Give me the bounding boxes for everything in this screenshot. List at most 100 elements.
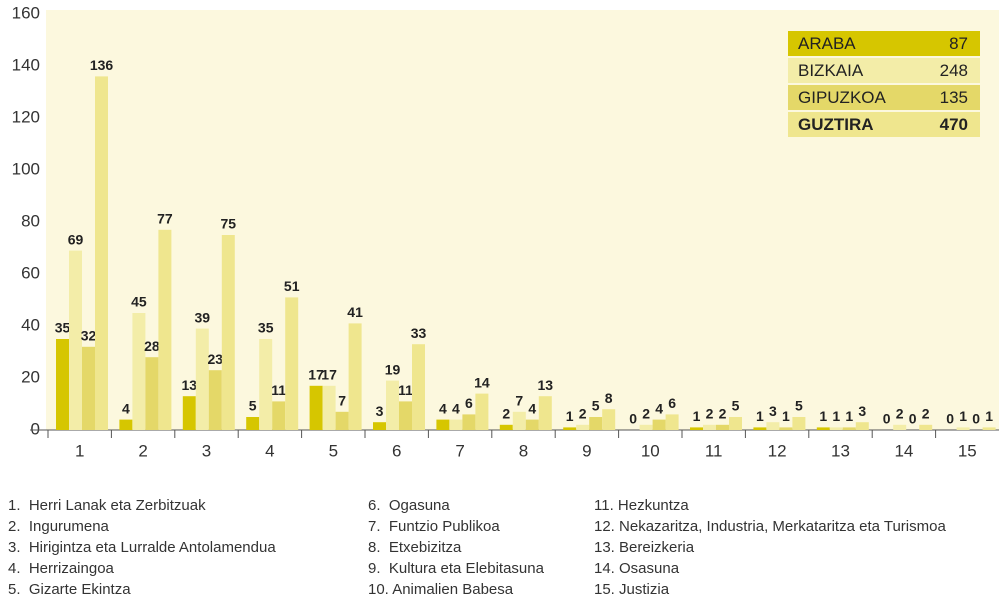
value-label: 2 xyxy=(502,406,510,422)
legend-row xyxy=(788,85,980,110)
value-label: 4 xyxy=(655,400,663,416)
legend-label: ARABA xyxy=(798,34,856,53)
legend-label: GUZTIRA xyxy=(798,115,874,134)
legend-value: 470 xyxy=(940,115,968,134)
legend-row xyxy=(788,58,980,83)
category-note: 14. Osasuna xyxy=(594,560,680,577)
value-label: 75 xyxy=(221,216,237,232)
legend-value: 248 xyxy=(940,61,968,80)
category-note: 12. Nekazaritza, Industria, Merkataritza… xyxy=(594,518,946,535)
bar xyxy=(602,409,616,430)
value-label: 2 xyxy=(719,406,727,422)
x-tick-label: 2 xyxy=(138,441,147,460)
bar xyxy=(373,422,386,430)
bar xyxy=(690,427,703,430)
bar xyxy=(919,424,933,430)
value-label: 3 xyxy=(858,403,866,419)
bar xyxy=(816,427,830,430)
bar xyxy=(221,235,235,430)
value-label: 1 xyxy=(693,408,701,424)
bar xyxy=(792,417,806,430)
x-tick-label: 6 xyxy=(392,441,401,460)
category-note: 4. Herrizaingoa xyxy=(8,560,115,577)
x-tick-label: 12 xyxy=(768,441,787,460)
value-label: 8 xyxy=(605,390,613,406)
legend-row xyxy=(788,31,980,56)
bar xyxy=(335,411,349,430)
value-label: 0 xyxy=(629,411,637,427)
value-label: 3 xyxy=(769,403,777,419)
y-tick-label: 20 xyxy=(21,367,40,386)
bar xyxy=(259,339,273,430)
bar xyxy=(893,424,907,430)
category-note: 5. Gizarte Ekintza xyxy=(8,581,131,598)
value-label: 17 xyxy=(321,367,337,383)
category-note: 13. Bereizkeria xyxy=(594,539,695,556)
value-label: 7 xyxy=(515,393,523,409)
bar xyxy=(462,414,476,430)
x-tick-label: 3 xyxy=(202,441,211,460)
value-label: 4 xyxy=(439,400,447,416)
value-label: 0 xyxy=(909,411,917,427)
value-label: 4 xyxy=(122,400,130,416)
legend-row xyxy=(788,112,980,137)
value-label: 5 xyxy=(249,398,257,414)
value-label: 13 xyxy=(182,377,198,393)
category-note: 1. Herri Lanak eta Zerbitzuak xyxy=(8,497,206,514)
bar xyxy=(779,427,793,430)
bar xyxy=(436,419,450,430)
value-label: 1 xyxy=(985,408,993,424)
category-note: 8. Etxebizitza xyxy=(368,539,462,556)
value-label: 33 xyxy=(411,325,427,341)
value-label: 4 xyxy=(452,400,460,416)
value-label: 35 xyxy=(258,320,274,336)
value-label: 11 xyxy=(398,382,413,398)
bar xyxy=(145,357,159,430)
value-label: 6 xyxy=(465,395,473,411)
category-note: 7. Funtzio Publikoa xyxy=(368,518,500,535)
value-label: 51 xyxy=(284,278,300,294)
legend-label: BIZKAIA xyxy=(798,61,864,80)
bar xyxy=(729,417,742,430)
bar xyxy=(119,419,133,430)
value-label: 5 xyxy=(592,398,600,414)
value-label: 69 xyxy=(68,231,84,247)
bar xyxy=(399,401,412,430)
value-label: 1 xyxy=(782,408,790,424)
x-tick-label: 10 xyxy=(641,441,660,460)
bar xyxy=(322,385,336,430)
bar xyxy=(576,424,590,430)
bar xyxy=(766,422,780,430)
x-tick-label: 4 xyxy=(265,441,274,460)
value-label: 7 xyxy=(338,393,346,409)
value-label: 3 xyxy=(376,403,384,419)
x-tick-label: 9 xyxy=(582,441,591,460)
y-tick-label: 140 xyxy=(12,55,40,74)
bar xyxy=(208,370,222,430)
x-tick-label: 15 xyxy=(958,441,977,460)
category-note: 15. Justizia xyxy=(594,581,670,598)
value-label: 77 xyxy=(157,211,173,227)
value-label: 32 xyxy=(81,328,97,344)
legend-value: 87 xyxy=(949,34,968,53)
x-tick-label: 5 xyxy=(329,441,338,460)
value-label: 41 xyxy=(347,304,363,320)
value-label: 1 xyxy=(819,408,827,424)
value-label: 1 xyxy=(756,408,764,424)
value-label: 28 xyxy=(144,338,160,354)
value-label: 13 xyxy=(538,377,554,393)
value-label: 19 xyxy=(385,361,401,377)
bar xyxy=(69,250,82,430)
bar xyxy=(499,424,513,430)
y-tick-label: 40 xyxy=(21,315,40,334)
bar xyxy=(95,76,108,431)
value-label: 5 xyxy=(732,398,740,414)
bar xyxy=(703,424,716,430)
value-label: 2 xyxy=(706,406,714,422)
value-label: 39 xyxy=(195,309,211,325)
category-note: 9. Kultura eta Elebitasuna xyxy=(368,560,545,577)
bar xyxy=(842,427,856,430)
value-label: 2 xyxy=(642,406,650,422)
bar xyxy=(753,427,767,430)
